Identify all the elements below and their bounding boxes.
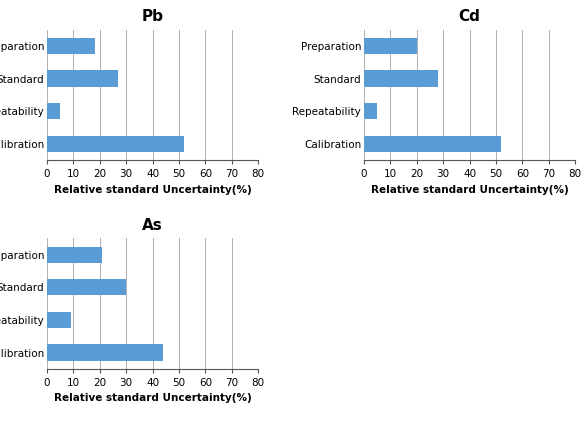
X-axis label: Relative standard Uncertainty(%): Relative standard Uncertainty(%) [371, 185, 568, 195]
Bar [47, 312, 71, 328]
Bar [47, 344, 163, 361]
Title: As: As [142, 218, 163, 233]
Bar [47, 136, 184, 152]
Bar [47, 247, 103, 263]
Bar [364, 70, 438, 87]
Bar [47, 103, 60, 120]
Bar [364, 136, 501, 152]
X-axis label: Relative standard Uncertainty(%): Relative standard Uncertainty(%) [54, 185, 251, 195]
Bar [364, 103, 377, 120]
Bar [364, 38, 417, 54]
Bar [47, 38, 95, 54]
Bar [47, 279, 126, 296]
Bar [47, 70, 119, 87]
X-axis label: Relative standard Uncertainty(%): Relative standard Uncertainty(%) [54, 393, 251, 404]
Title: Pb: Pb [141, 9, 164, 24]
Title: Cd: Cd [458, 9, 481, 24]
